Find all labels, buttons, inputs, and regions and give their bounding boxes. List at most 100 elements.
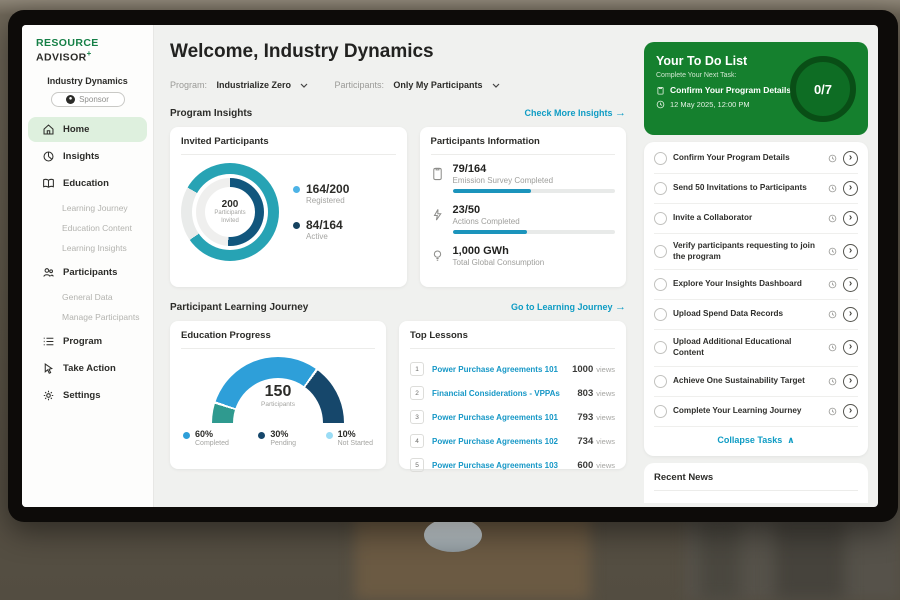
program-filter-value: Industrialize Zero	[216, 80, 291, 90]
background-shadow	[775, 520, 845, 600]
task-row-invite-collaborator[interactable]: Invite a Collaborator ›	[654, 204, 858, 234]
people-icon	[42, 266, 55, 279]
recent-news-title: Recent News	[654, 472, 858, 491]
task-open-button[interactable]: ›	[843, 307, 858, 323]
views-count: 734	[577, 435, 594, 447]
task-open-button[interactable]: ›	[843, 340, 858, 356]
sidebar: RESOURCE ADVISOR+ Industry Dynamics ● Sp…	[22, 25, 154, 507]
task-checkbox[interactable]	[654, 278, 667, 292]
lesson-link[interactable]: Financial Considerations - VPPAs	[432, 388, 560, 398]
collapse-label: Collapse Tasks	[717, 435, 783, 446]
legend-dot	[258, 432, 266, 439]
participants-filter[interactable]: Participants: Only My Participants	[334, 75, 500, 93]
task-checkbox[interactable]	[654, 404, 667, 418]
background-shadow	[700, 520, 740, 600]
todo-panel: Your To Do List Complete Your Next Task:…	[640, 25, 878, 507]
home-icon	[42, 123, 55, 136]
sidebar-item-participants[interactable]: Participants	[28, 260, 147, 285]
info-label: Emission Survey Completed	[452, 176, 554, 185]
task-row-complete-learning-journey[interactable]: Complete Your Learning Journey ›	[654, 397, 858, 427]
legend-label: Not Started	[337, 439, 373, 447]
logo-text-advisor: ADVISOR	[36, 51, 87, 64]
legend-item-registered: 164/200 Registered	[293, 182, 349, 205]
task-row-achieve-target[interactable]: Achieve One Sustainability Target ›	[654, 367, 858, 397]
task-checkbox[interactable]	[654, 341, 667, 355]
task-checkbox[interactable]	[654, 308, 667, 322]
program-filter[interactable]: Program: Industrialize Zero	[170, 75, 308, 93]
lesson-link[interactable]: Power Purchase Agreements 102	[432, 436, 558, 446]
sidebar-item-learning-journey[interactable]: Learning Journey	[62, 202, 128, 213]
sidebar-item-insights[interactable]: Insights	[28, 144, 147, 169]
task-open-button[interactable]: ›	[843, 373, 858, 389]
lesson-views: 734 views	[577, 436, 615, 447]
task-open-button[interactable]: ›	[843, 277, 858, 293]
task-checkbox[interactable]	[654, 212, 667, 225]
sidebar-item-label: Education	[63, 177, 109, 189]
task-label: Send 50 Invitations to Participants	[673, 183, 807, 193]
sponsor-badge-label: Sponsor	[79, 94, 109, 104]
book-icon	[42, 177, 55, 190]
collapse-tasks-link[interactable]: Collapse Tasks ∧	[654, 427, 858, 454]
legend-item-completed: 60% Completed	[183, 429, 229, 447]
lesson-link[interactable]: Power Purchase Agreements 101	[432, 412, 558, 422]
education-progress-gauge: 150 Participants	[212, 357, 344, 423]
sidebar-item-education[interactable]: Education	[28, 171, 147, 196]
sidebar-item-learning-insights[interactable]: Learning Insights	[62, 242, 127, 253]
sponsor-icon: ●	[66, 94, 76, 104]
task-row-confirm-program[interactable]: Confirm Your Program Details ›	[654, 144, 858, 174]
task-row-upload-spend-data[interactable]: Upload Spend Data Records ›	[654, 300, 858, 331]
task-open-button[interactable]: ›	[843, 244, 858, 260]
lesson-row: 1 Power Purchase Agreements 101 1000 view…	[410, 357, 615, 381]
chevron-down-icon	[300, 75, 308, 93]
task-checkbox[interactable]	[654, 245, 667, 259]
legend-dot	[325, 432, 333, 439]
logo-plus: +	[86, 49, 92, 58]
views-label: views	[596, 412, 615, 422]
card-title: Invited Participants	[181, 136, 396, 155]
task-row-explore-insights[interactable]: Explore Your Insights Dashboard ›	[654, 270, 858, 301]
filters-bar: Program: Industrialize Zero Participants…	[170, 75, 626, 93]
sidebar-item-take-action[interactable]: Take Action	[28, 356, 147, 381]
arrow-right-icon: →	[615, 107, 626, 119]
education-progress-card: Education Progress 150 Participants	[170, 321, 386, 469]
sidebar-item-manage-participants[interactable]: Manage Participants	[62, 311, 140, 322]
task-checkbox[interactable]	[654, 182, 667, 195]
sidebar-item-program[interactable]: Program	[28, 329, 147, 354]
screen: RESOURCE ADVISOR+ Industry Dynamics ● Sp…	[22, 25, 878, 507]
task-row-send-invitations[interactable]: Send 50 Invitations to Participants ›	[654, 174, 858, 204]
legend-label: Pending	[270, 439, 297, 447]
section-title: Participant Learning Journey	[170, 301, 309, 313]
go-to-learning-journey-link[interactable]: Go to Learning Journey →	[511, 301, 626, 313]
sponsor-badge[interactable]: ● Sponsor	[50, 91, 125, 107]
sidebar-item-settings[interactable]: Settings	[28, 383, 147, 408]
todo-subtitle: Complete Your Next Task:	[656, 72, 737, 79]
clock-icon	[656, 100, 665, 109]
task-open-button[interactable]: ›	[843, 211, 858, 226]
sidebar-item-home[interactable]: Home	[28, 116, 147, 142]
task-row-upload-educational-content[interactable]: Upload Additional Educational Content ›	[654, 330, 858, 367]
sidebar-item-label: Home	[63, 123, 90, 135]
lesson-link[interactable]: Power Purchase Agreements 101	[432, 364, 558, 374]
lesson-link[interactable]: Power Purchase Agreements 103	[432, 460, 558, 470]
task-label: Upload Spend Data Records	[673, 309, 784, 319]
organization-name: Industry Dynamics	[47, 75, 128, 86]
sidebar-item-education-content[interactable]: Education Content	[62, 222, 132, 233]
task-open-button[interactable]: ›	[843, 181, 858, 196]
main-content: Welcome, Industry Dynamics Program: Indu…	[154, 25, 640, 507]
donut-center-label: Participants Invited	[214, 209, 246, 224]
info-row-consumption: 1,000 GWh Total Global Consumption	[431, 245, 615, 271]
task-checkbox[interactable]	[654, 152, 667, 165]
task-label: Verify participants requesting to join t…	[673, 241, 815, 261]
sidebar-item-label: Program	[63, 335, 103, 347]
section-title: Program Insights	[170, 107, 253, 119]
task-open-button[interactable]: ›	[843, 403, 858, 419]
check-more-insights-link[interactable]: Check More Insights →	[524, 107, 626, 119]
task-row-verify-participants[interactable]: Verify participants requesting to join t…	[654, 234, 858, 271]
link-label: Check More Insights	[524, 108, 613, 118]
lesson-row: 3 Power Purchase Agreements 101 793 views	[410, 405, 615, 429]
task-open-button[interactable]: ›	[843, 151, 858, 166]
task-label: Confirm Your Program Details	[673, 153, 790, 163]
sidebar-item-general-data[interactable]: General Data	[62, 291, 113, 302]
clock-icon	[828, 214, 837, 223]
task-checkbox[interactable]	[654, 374, 667, 388]
